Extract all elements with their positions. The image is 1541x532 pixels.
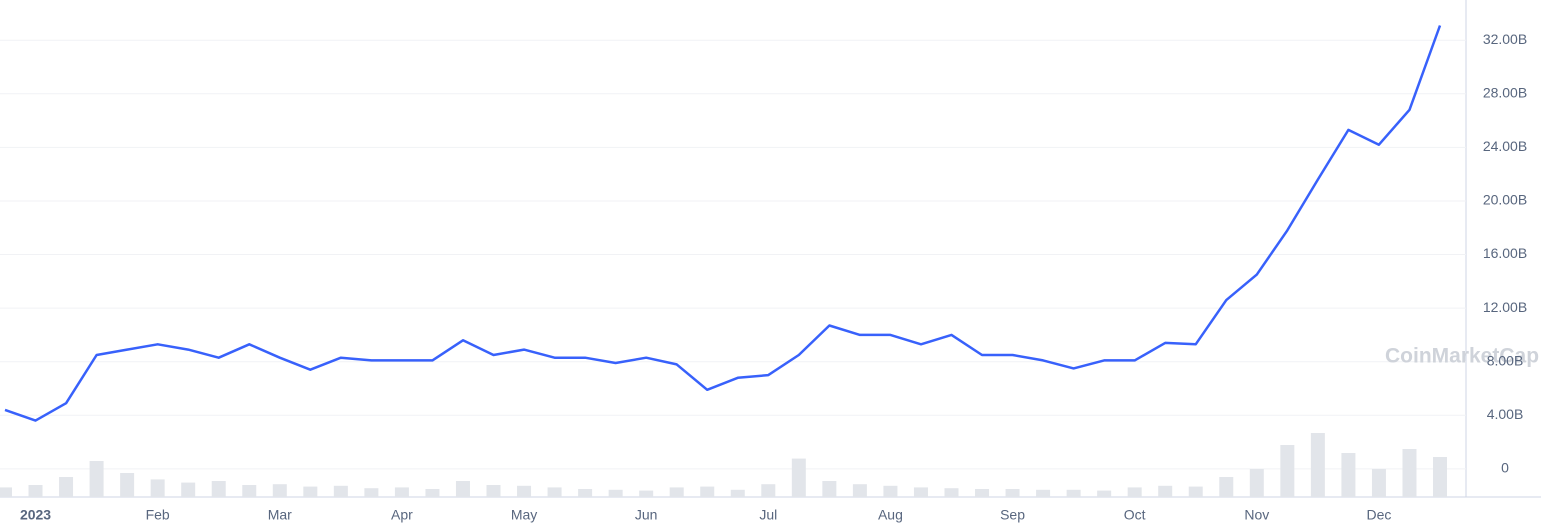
- x-tick-label: Sep: [1000, 507, 1025, 523]
- volume-bar: [822, 481, 837, 497]
- volume-bar: [303, 486, 318, 497]
- volume-bar: [1066, 489, 1081, 497]
- volume-bar: [486, 485, 501, 497]
- y-tick-label: 8.00B: [1487, 352, 1524, 368]
- volume-bar: [1158, 485, 1173, 497]
- y-tick-label: 16.00B: [1483, 245, 1527, 261]
- y-tick-label: 4.00B: [1487, 406, 1524, 422]
- watermark: CoinMarketCap: [1385, 345, 1539, 368]
- volume-bar: [547, 487, 562, 497]
- volume-bar: [1371, 469, 1386, 497]
- volume-bar: [578, 489, 593, 497]
- volume-bar: [700, 486, 715, 497]
- volume-bar: [120, 473, 135, 497]
- volume-bar: [181, 482, 196, 497]
- x-tick-label: Feb: [146, 507, 170, 523]
- x-tick-label: Apr: [391, 507, 413, 523]
- volume-bar: [28, 485, 43, 497]
- volume-bar: [517, 485, 532, 497]
- volume-bar: [333, 485, 348, 497]
- volume-bar: [272, 484, 287, 497]
- x-tick-label: Mar: [268, 507, 292, 523]
- volume-bar: [1310, 433, 1325, 497]
- volume-bar: [852, 484, 867, 497]
- y-tick-label: 32.00B: [1483, 31, 1527, 47]
- x-tick-label: Aug: [878, 507, 903, 523]
- volume-bar: [913, 487, 928, 497]
- y-tick-label: 0: [1501, 460, 1509, 476]
- volume-bar: [1097, 490, 1112, 497]
- volume-bar: [1341, 453, 1356, 497]
- volume-bar: [1127, 487, 1142, 497]
- volume-bar: [883, 485, 898, 497]
- x-tick-label: Dec: [1366, 507, 1391, 523]
- x-tick-label: Nov: [1244, 507, 1269, 523]
- volume-bar: [364, 488, 379, 497]
- volume-bar: [944, 488, 959, 497]
- volume-bar: [669, 487, 684, 497]
- volume-bar: [242, 485, 257, 497]
- volume-bar: [1219, 477, 1234, 497]
- y-tick-label: 24.00B: [1483, 138, 1527, 154]
- volume-bar: [730, 489, 745, 497]
- volume-bar: [1280, 445, 1295, 497]
- volume-bar: [150, 479, 165, 497]
- y-tick-label: 20.00B: [1483, 192, 1527, 208]
- volume-bar: [1433, 457, 1447, 497]
- volume-bar: [1005, 489, 1020, 497]
- volume-bar: [761, 484, 776, 497]
- price-line: [4, 25, 1442, 422]
- x-tick-label: Jul: [759, 507, 777, 523]
- volume-bar: [394, 487, 409, 497]
- volume-bar: [1402, 449, 1417, 497]
- x-tick-label: Jun: [635, 507, 658, 523]
- volume-bar: [1036, 489, 1051, 497]
- volume-bar: [608, 489, 623, 497]
- volume-bar: [639, 490, 654, 497]
- volume-bar: [211, 481, 226, 497]
- volume-bar: [425, 489, 440, 497]
- volume-bar: [975, 489, 990, 497]
- y-tick-label: 28.00B: [1483, 84, 1527, 100]
- y-tick-label: 12.00B: [1483, 299, 1527, 315]
- x-tick-label: May: [511, 507, 537, 523]
- volume-bar: [0, 487, 12, 497]
- volume-bar: [59, 477, 74, 497]
- x-tick-label: Oct: [1124, 507, 1146, 523]
- volume-bar: [89, 461, 104, 497]
- x-tick-label: 2023: [20, 507, 51, 523]
- volume-bar: [1249, 469, 1264, 497]
- volume-bar: [455, 481, 470, 497]
- volume-bar: [1188, 486, 1203, 497]
- volume-bar: [791, 458, 806, 497]
